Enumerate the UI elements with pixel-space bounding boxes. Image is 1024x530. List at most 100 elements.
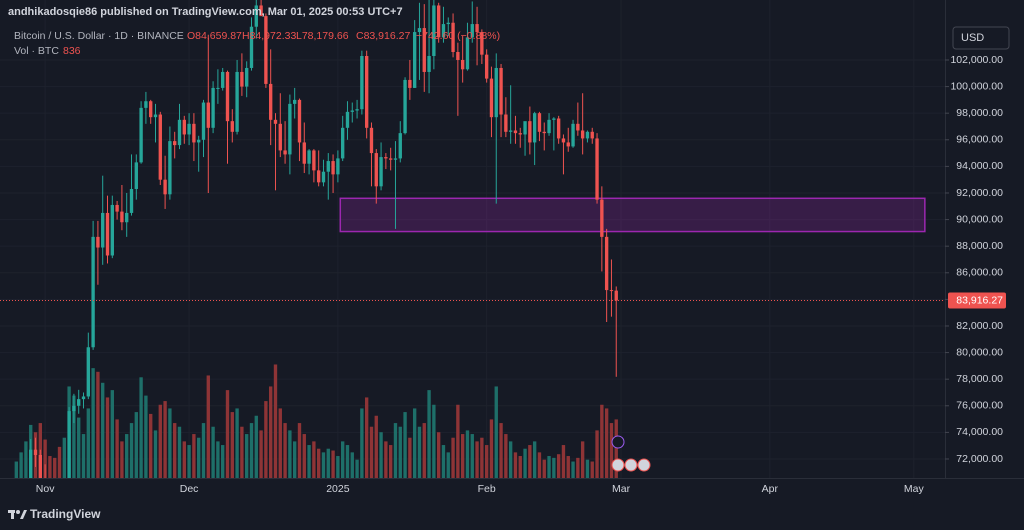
- volume-bar: [475, 441, 479, 478]
- candle-body: [206, 102, 210, 128]
- candle-body: [441, 24, 446, 38]
- candle-body: [475, 24, 479, 33]
- volume-bar: [436, 432, 441, 478]
- candle-body: [110, 204, 114, 256]
- volume-bar: [134, 412, 138, 478]
- volume-bar: [163, 401, 167, 478]
- ohlc-low: L78,179.66: [296, 30, 349, 42]
- volume-bar: [149, 413, 153, 478]
- x-tick-label: Feb: [478, 483, 496, 495]
- candle-body: [105, 212, 110, 256]
- candle-body: [532, 113, 537, 143]
- candle-body: [552, 118, 556, 120]
- volume-bar: [230, 412, 234, 478]
- candle-body: [235, 71, 239, 132]
- candle-body: [321, 171, 326, 183]
- candle-body: [216, 87, 220, 89]
- volume-bar: [144, 395, 148, 478]
- candle-body: [197, 139, 201, 143]
- event-icon[interactable]: [637, 458, 651, 472]
- candle-body: [374, 153, 378, 187]
- volume-bar: [403, 412, 407, 478]
- candle-body: [609, 290, 614, 292]
- y-tick-label: 100,000.00: [950, 80, 1003, 92]
- candle-body: [77, 399, 81, 406]
- candle-body: [225, 71, 230, 122]
- volume-bar: [254, 415, 258, 478]
- volume-bar: [153, 430, 158, 478]
- candle-body: [484, 54, 489, 79]
- candle-body: [480, 32, 484, 55]
- volume-bar: [283, 423, 287, 478]
- volume-bar: [446, 452, 450, 478]
- volume-bar: [235, 408, 239, 478]
- candle-body: [67, 411, 71, 478]
- y-tick-label: 90,000.00: [956, 213, 1003, 225]
- volume-bar: [393, 423, 398, 478]
- volume-bar: [460, 434, 465, 478]
- candle-body: [571, 123, 575, 147]
- last-price-label: 83,916.27: [956, 294, 1003, 306]
- candle-body: [561, 138, 566, 143]
- currency-button[interactable]: [952, 26, 1010, 50]
- y-tick-label: 102,000.00: [950, 54, 1003, 66]
- volume-bar: [451, 437, 455, 478]
- volume-value: 836: [63, 45, 81, 57]
- volume-bar: [125, 434, 129, 478]
- y-tick-label: 96,000.00: [956, 134, 1003, 146]
- event-icon[interactable]: [611, 458, 625, 472]
- volume-bar: [326, 448, 330, 478]
- candle-body: [451, 22, 455, 53]
- volume-bar: [120, 441, 124, 478]
- volume-bar: [53, 457, 57, 478]
- candle-body: [81, 396, 86, 400]
- logo-mark: [20, 510, 27, 519]
- candle-body: [153, 114, 158, 118]
- volume-bar: [264, 401, 268, 478]
- volume-bar: [489, 419, 494, 478]
- candle-body: [465, 37, 470, 70]
- volume-bar: [62, 437, 66, 478]
- candle-body: [245, 67, 249, 87]
- volume-bar: [187, 445, 191, 478]
- candle-body: [331, 161, 335, 175]
- candle-body: [393, 158, 398, 160]
- candle-body: [542, 131, 546, 134]
- x-tick-label: 2025: [326, 483, 350, 495]
- volume-bar: [480, 437, 484, 478]
- candle-body: [350, 110, 354, 112]
- volume-bar: [552, 457, 556, 478]
- volume-bar: [398, 426, 402, 478]
- candle-body: [585, 131, 590, 139]
- volume-bar: [576, 457, 580, 478]
- candle-body: [384, 157, 388, 159]
- candle-body: [566, 142, 570, 147]
- candle-body: [590, 131, 594, 139]
- candle-body: [115, 204, 119, 212]
- currency[interactable]: USD: [961, 32, 984, 44]
- volume-bar: [206, 375, 210, 478]
- volume-bar: [57, 446, 62, 478]
- volume-bar: [604, 408, 609, 478]
- volume-bar: [408, 437, 412, 478]
- candle-body: [537, 113, 542, 132]
- volume-bar: [384, 441, 388, 478]
- candle-body: [273, 119, 278, 124]
- y-tick-label: 82,000.00: [956, 320, 1003, 332]
- volume-bar: [245, 434, 249, 478]
- volume-bar: [513, 452, 518, 478]
- volume-bar: [528, 445, 532, 478]
- volume-bar: [321, 452, 326, 478]
- volume-bar: [508, 441, 513, 478]
- candle-body: [355, 109, 359, 111]
- volume-bar: [48, 456, 52, 478]
- volume-bar: [388, 445, 393, 478]
- candle-body: [302, 142, 306, 164]
- candle-body: [470, 24, 474, 38]
- event-icon[interactable]: [624, 458, 638, 472]
- candle-body: [595, 138, 599, 200]
- volume-bar: [360, 408, 364, 478]
- candle-body: [129, 188, 134, 213]
- candle-body: [345, 111, 350, 128]
- event-icon[interactable]: [611, 435, 625, 449]
